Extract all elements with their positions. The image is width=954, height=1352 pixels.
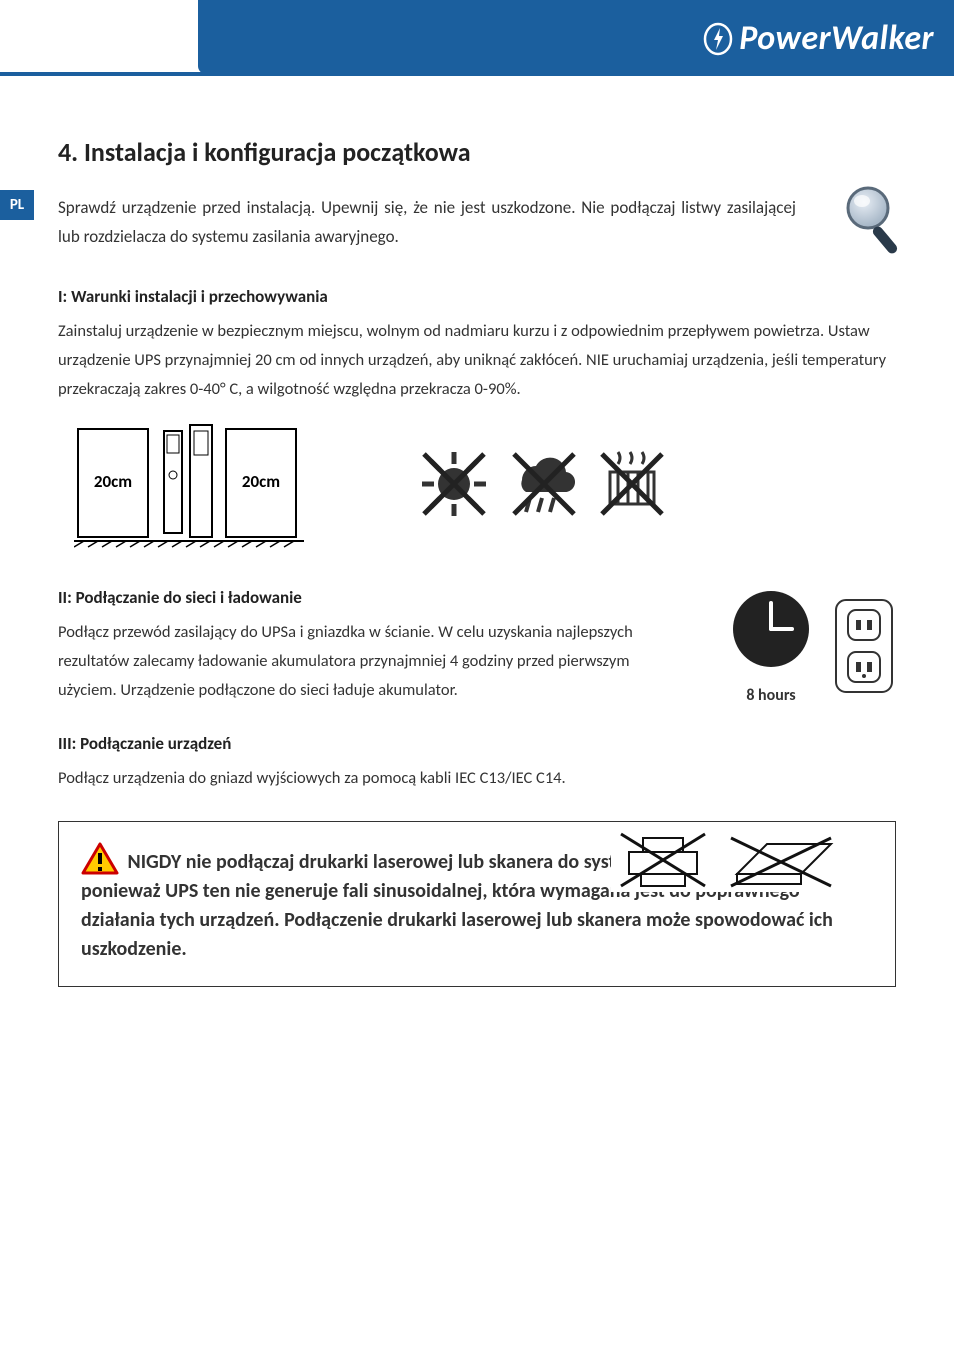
section1-body: Zainstaluj urządzenie w bezpiecznym miej… <box>58 317 896 404</box>
hazard-icons <box>414 434 674 544</box>
spacing-diagram: 20cm 20cm <box>74 419 304 559</box>
page-content: 4. Instalacja i konfiguracja początkowa … <box>0 86 954 987</box>
section2-body: Podłącz przewód zasilający do UPSa i gni… <box>58 618 686 705</box>
section1-title: I: Warunki instalacji i przechowywania <box>58 286 896 307</box>
socket-icon <box>832 596 896 696</box>
spacing-right-label: 20cm <box>242 471 280 492</box>
no-printer-icon <box>611 828 851 892</box>
section2-figures: 8 hours <box>726 587 896 705</box>
hours-label: 8 hours <box>726 686 816 705</box>
spacing-left-label: 20cm <box>94 471 132 492</box>
section2-title: II: Podłączanie do sieci i ładowanie <box>58 587 686 608</box>
brand-text: PowerWalker <box>739 18 934 59</box>
warning-triangle-icon <box>81 842 119 876</box>
section1-figures: 20cm 20cm <box>74 419 896 559</box>
page-title: 4. Instalacja i konfiguracja początkowa <box>58 136 896 168</box>
intro-text: Sprawdź urządzenie przed instalacją. Upe… <box>58 194 896 252</box>
section3-title: III: Podłączanie urządzeń <box>58 733 896 754</box>
page-header: PowerWalker <box>0 0 954 86</box>
logo-icon <box>703 22 733 56</box>
section2: II: Podłączanie do sieci i ładowanie Pod… <box>58 587 896 705</box>
clock-icon <box>726 587 816 677</box>
header-stripe <box>0 72 954 76</box>
language-tag: PL <box>0 190 34 220</box>
magnifier-icon <box>842 184 908 260</box>
warning-box: NIGDY nie podłączaj drukarki laserowej l… <box>58 821 896 987</box>
brand-logo: PowerWalker <box>703 18 934 59</box>
section3-body: Podłącz urządzenia do gniazd wyjściowych… <box>58 764 896 793</box>
